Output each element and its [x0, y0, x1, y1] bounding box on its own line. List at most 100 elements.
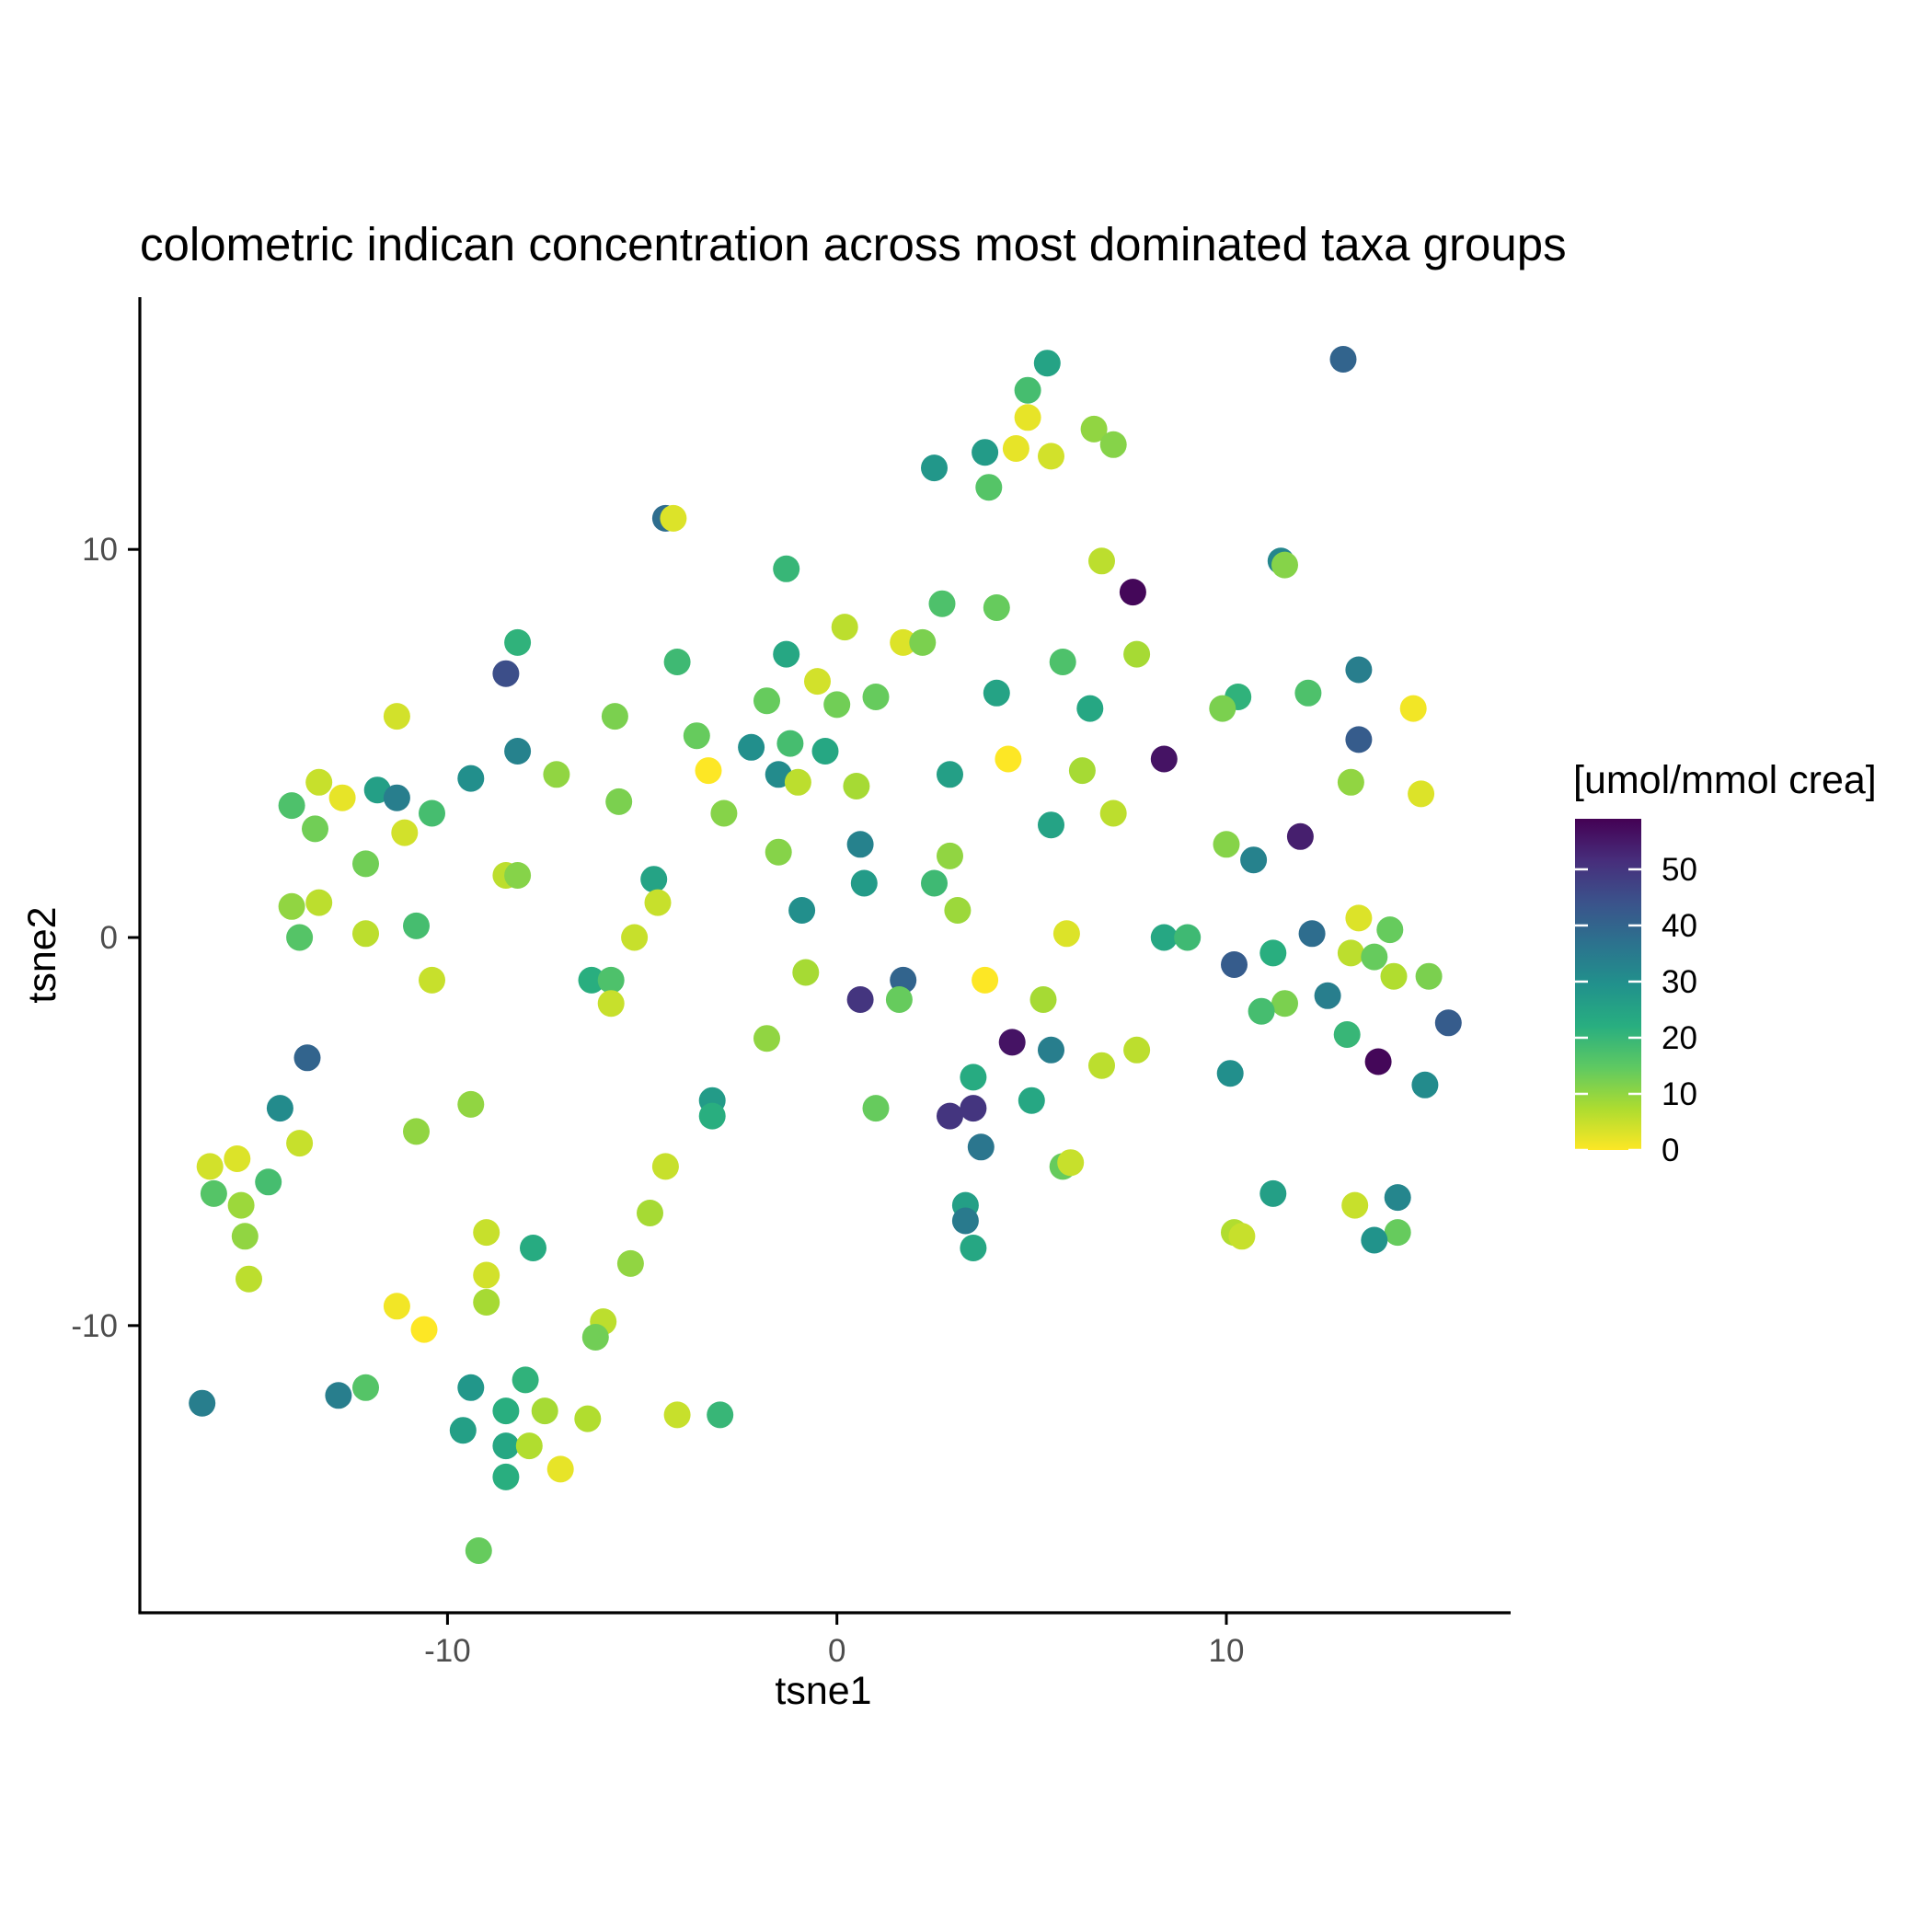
data-point	[1337, 768, 1364, 796]
data-point	[1099, 799, 1127, 827]
data-point	[792, 959, 820, 986]
data-point	[383, 784, 410, 811]
data-point	[640, 866, 668, 893]
data-point	[1088, 547, 1115, 575]
data-point	[1033, 350, 1061, 377]
data-point	[492, 1432, 520, 1460]
data-point	[520, 1235, 546, 1261]
data-point	[1150, 745, 1178, 773]
data-point	[278, 792, 305, 820]
data-point	[651, 1153, 679, 1180]
data-point	[403, 1118, 430, 1145]
data-point	[1345, 904, 1373, 932]
data-point	[944, 897, 972, 924]
data-point	[928, 590, 956, 617]
data-point	[846, 831, 874, 858]
data-point	[1286, 822, 1314, 850]
legend-tick-label: 30	[1662, 964, 1697, 1000]
data-point	[1259, 1179, 1287, 1207]
data-point	[862, 684, 890, 710]
data-point	[492, 660, 520, 687]
data-point	[937, 1102, 963, 1130]
data-point	[286, 924, 314, 951]
data-point	[753, 1025, 780, 1052]
data-point	[383, 703, 410, 730]
data-point	[1038, 443, 1064, 470]
data-point	[1411, 1071, 1439, 1098]
data-point	[663, 1401, 691, 1429]
data-point	[1174, 924, 1202, 951]
data-point	[1088, 1052, 1115, 1079]
data-point	[231, 1223, 259, 1250]
data-point	[1415, 962, 1443, 990]
data-point	[325, 1382, 352, 1409]
data-point	[921, 454, 948, 482]
data-point	[846, 986, 874, 1013]
data-point	[302, 815, 328, 843]
data-point	[1248, 997, 1275, 1025]
data-point	[1399, 695, 1427, 722]
data-point	[601, 703, 628, 730]
data-point	[1228, 1223, 1256, 1250]
data-point	[773, 640, 800, 668]
data-point	[1333, 1021, 1361, 1048]
data-point	[293, 1044, 321, 1072]
data-point	[683, 722, 710, 750]
points-layer	[189, 346, 1462, 1564]
data-point	[1314, 982, 1341, 1009]
data-point	[473, 1219, 500, 1247]
y-tick-label: 0	[100, 920, 118, 956]
data-point	[951, 1207, 979, 1235]
data-point	[200, 1179, 227, 1207]
x-tick-label: 0	[828, 1633, 845, 1669]
data-point	[236, 1265, 262, 1293]
data-point	[492, 1463, 520, 1490]
data-point	[492, 1397, 520, 1425]
data-point	[1052, 920, 1080, 948]
data-point	[1240, 846, 1268, 874]
data-point	[410, 1316, 438, 1343]
data-point	[457, 1374, 485, 1401]
data-point	[1049, 649, 1076, 675]
data-point	[473, 1261, 500, 1289]
data-point	[1213, 831, 1240, 858]
data-point	[738, 733, 765, 761]
legend-tick-label: 20	[1662, 1020, 1697, 1056]
data-point	[473, 1289, 500, 1316]
data-point	[983, 594, 1010, 621]
data-point	[196, 1153, 224, 1180]
data-point	[419, 799, 445, 827]
data-point	[328, 784, 356, 811]
data-point	[998, 1029, 1026, 1056]
data-point	[1209, 695, 1236, 722]
data-point	[804, 668, 831, 696]
data-point	[278, 892, 305, 920]
data-point	[352, 850, 379, 878]
data-point	[1150, 924, 1178, 951]
data-point	[937, 761, 963, 788]
data-point	[637, 1200, 663, 1226]
data-point	[1294, 679, 1322, 707]
data-point	[1057, 1149, 1085, 1177]
data-point	[765, 838, 792, 866]
data-point	[449, 1417, 477, 1444]
data-point	[457, 1090, 485, 1118]
data-point	[1364, 1048, 1392, 1075]
data-point	[1298, 920, 1326, 948]
data-point	[616, 1249, 644, 1277]
data-point	[1380, 962, 1408, 990]
data-point	[660, 504, 687, 532]
legend-tick-label: 0	[1662, 1133, 1679, 1168]
data-point	[695, 757, 722, 785]
legend-title: [umol/mmol crea]	[1573, 758, 1877, 802]
data-point	[921, 869, 948, 897]
data-point	[909, 628, 937, 656]
data-point	[189, 1389, 216, 1417]
x-tick-label: -10	[424, 1633, 471, 1669]
data-point	[644, 889, 672, 916]
data-point	[1361, 1226, 1388, 1254]
data-point	[1384, 1219, 1411, 1247]
data-point	[1434, 1009, 1462, 1037]
data-point	[1345, 726, 1373, 753]
data-point	[707, 1401, 734, 1429]
